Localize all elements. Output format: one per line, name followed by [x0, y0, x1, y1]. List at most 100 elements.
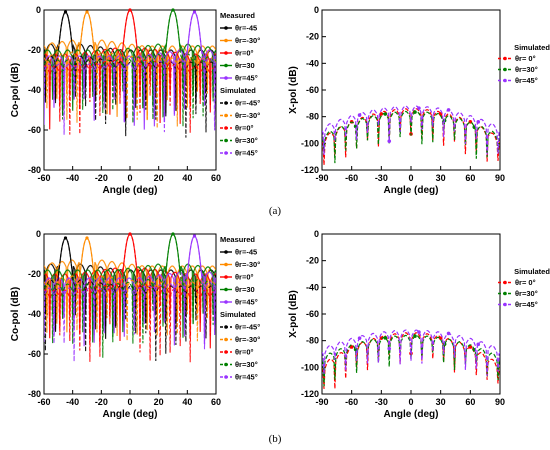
y-tick-label: -60 — [28, 125, 41, 135]
legend-marker — [224, 287, 228, 292]
y-tick-label: -80 — [28, 389, 41, 399]
legend-marker — [224, 51, 228, 55]
x-tick-label: 0 — [127, 397, 132, 407]
series-marker — [468, 345, 473, 349]
legend-marker — [224, 76, 228, 80]
y-tick-label: 0 — [314, 5, 319, 15]
y-tick-label: 0 — [36, 5, 41, 15]
x-tick-label: -30 — [375, 397, 388, 407]
series-marker — [413, 334, 417, 338]
legend-label: θr=0° — [235, 273, 254, 282]
legend-marker — [224, 325, 228, 329]
legend-marker — [224, 38, 228, 43]
legend-marker — [224, 362, 228, 367]
legend-marker — [503, 302, 507, 307]
y-tick-label: -60 — [306, 309, 319, 319]
x-tick-label: -20 — [95, 397, 108, 407]
series-marker — [476, 342, 481, 347]
plot-frame — [321, 9, 501, 171]
legend-label: θr=0° — [235, 49, 254, 58]
series-marker — [357, 113, 362, 117]
series-marker — [438, 336, 443, 340]
legend-marker — [224, 101, 228, 105]
y-tick-label: -40 — [306, 282, 319, 292]
legend-marker — [224, 300, 228, 304]
x-tick-label: 90 — [495, 173, 505, 183]
series-marker — [446, 331, 451, 336]
series-marker — [476, 120, 481, 124]
series-marker — [417, 330, 421, 334]
series-line-1 — [322, 332, 500, 389]
legend-label: θr= 0° — [515, 278, 536, 287]
legend-label: θr=-45° — [235, 323, 260, 332]
legend-label: θr=45° — [235, 298, 258, 307]
x-tick-label: 60 — [465, 173, 475, 183]
series-marker — [357, 336, 362, 340]
x-tick-label: 90 — [495, 397, 505, 407]
legend-title-simulated: Simulated — [220, 310, 256, 319]
legend-marker — [224, 113, 228, 118]
x-tick-label: -30 — [375, 173, 388, 183]
x-tick-label: 60 — [211, 397, 221, 407]
series-line-7 — [44, 11, 216, 129]
series-line-3 — [322, 329, 500, 376]
x-tick-label: 60 — [465, 397, 475, 407]
legend-marker — [224, 337, 228, 342]
series-line-10 — [44, 11, 216, 135]
x-tick-label: 20 — [154, 173, 164, 183]
legend-marker — [503, 56, 507, 61]
legend-title-simulated: Simulated — [514, 43, 550, 52]
series-line-2 — [322, 334, 500, 387]
y-tick-label: -20 — [28, 269, 41, 279]
x-axis-label: Angle (deg) — [103, 185, 158, 196]
legend-label: θr=-30° — [235, 335, 260, 344]
x-tick-label: -60 — [345, 173, 358, 183]
series-marker — [383, 336, 388, 340]
series-marker — [383, 112, 388, 116]
x-tick-label: -60 — [345, 397, 358, 407]
legend-label: θr=30° — [235, 136, 258, 145]
series-line-2 — [322, 110, 500, 164]
y-tick-label: -80 — [306, 336, 319, 346]
x-tick-label: -40 — [66, 173, 79, 183]
series-line-3 — [322, 105, 500, 156]
legend-title-simulated: Simulated — [220, 86, 256, 95]
legend-label: θr= 0° — [515, 54, 536, 63]
y-tick-label: -80 — [306, 112, 319, 122]
series-marker — [417, 106, 421, 110]
series-marker — [413, 110, 417, 114]
y-axis-label: Co-pol (dB) — [10, 63, 21, 117]
legend-label: θr=-30° — [235, 260, 260, 269]
legend-label: θr=30 — [235, 61, 255, 70]
legend-label: θr=0° — [235, 348, 254, 357]
chart-a-xpol: -90 -60 -30 0 30 60 90 0 -20 -40 -60 -80 -100 -120 Ang… — [288, 5, 550, 196]
y-tick-label: -20 — [306, 32, 319, 42]
y-tick-label: -120 — [301, 165, 319, 175]
legend-marker — [503, 78, 507, 83]
x-tick-label: -90 — [315, 397, 328, 407]
plot-frame — [321, 233, 501, 395]
x-axis-label: Angle (deg) — [384, 409, 439, 420]
legend-label: θr=30 — [235, 285, 255, 294]
y-tick-label: 0 — [36, 229, 41, 239]
y-tick-label: -100 — [301, 138, 319, 148]
x-tick-label: -60 — [37, 397, 50, 407]
legend-marker — [224, 138, 228, 143]
x-tick-label: 30 — [436, 397, 446, 407]
series-marker — [379, 112, 384, 116]
legend-marker — [503, 280, 507, 285]
x-tick-label: 0 — [127, 173, 132, 183]
series-marker — [387, 139, 392, 143]
legend-title-measured: Measured — [220, 235, 255, 244]
x-axis-label: Angle (deg) — [384, 185, 439, 196]
legend-label: θr=45° — [235, 373, 258, 382]
y-tick-label: -40 — [28, 85, 41, 95]
series-marker — [353, 347, 358, 352]
legend-marker — [224, 262, 228, 267]
legend-label: θr=30° — [515, 289, 538, 298]
series-line-4 — [44, 10, 216, 118]
y-tick-label: -40 — [306, 58, 319, 68]
y-axis-label: X-pol (dB) — [288, 290, 299, 338]
